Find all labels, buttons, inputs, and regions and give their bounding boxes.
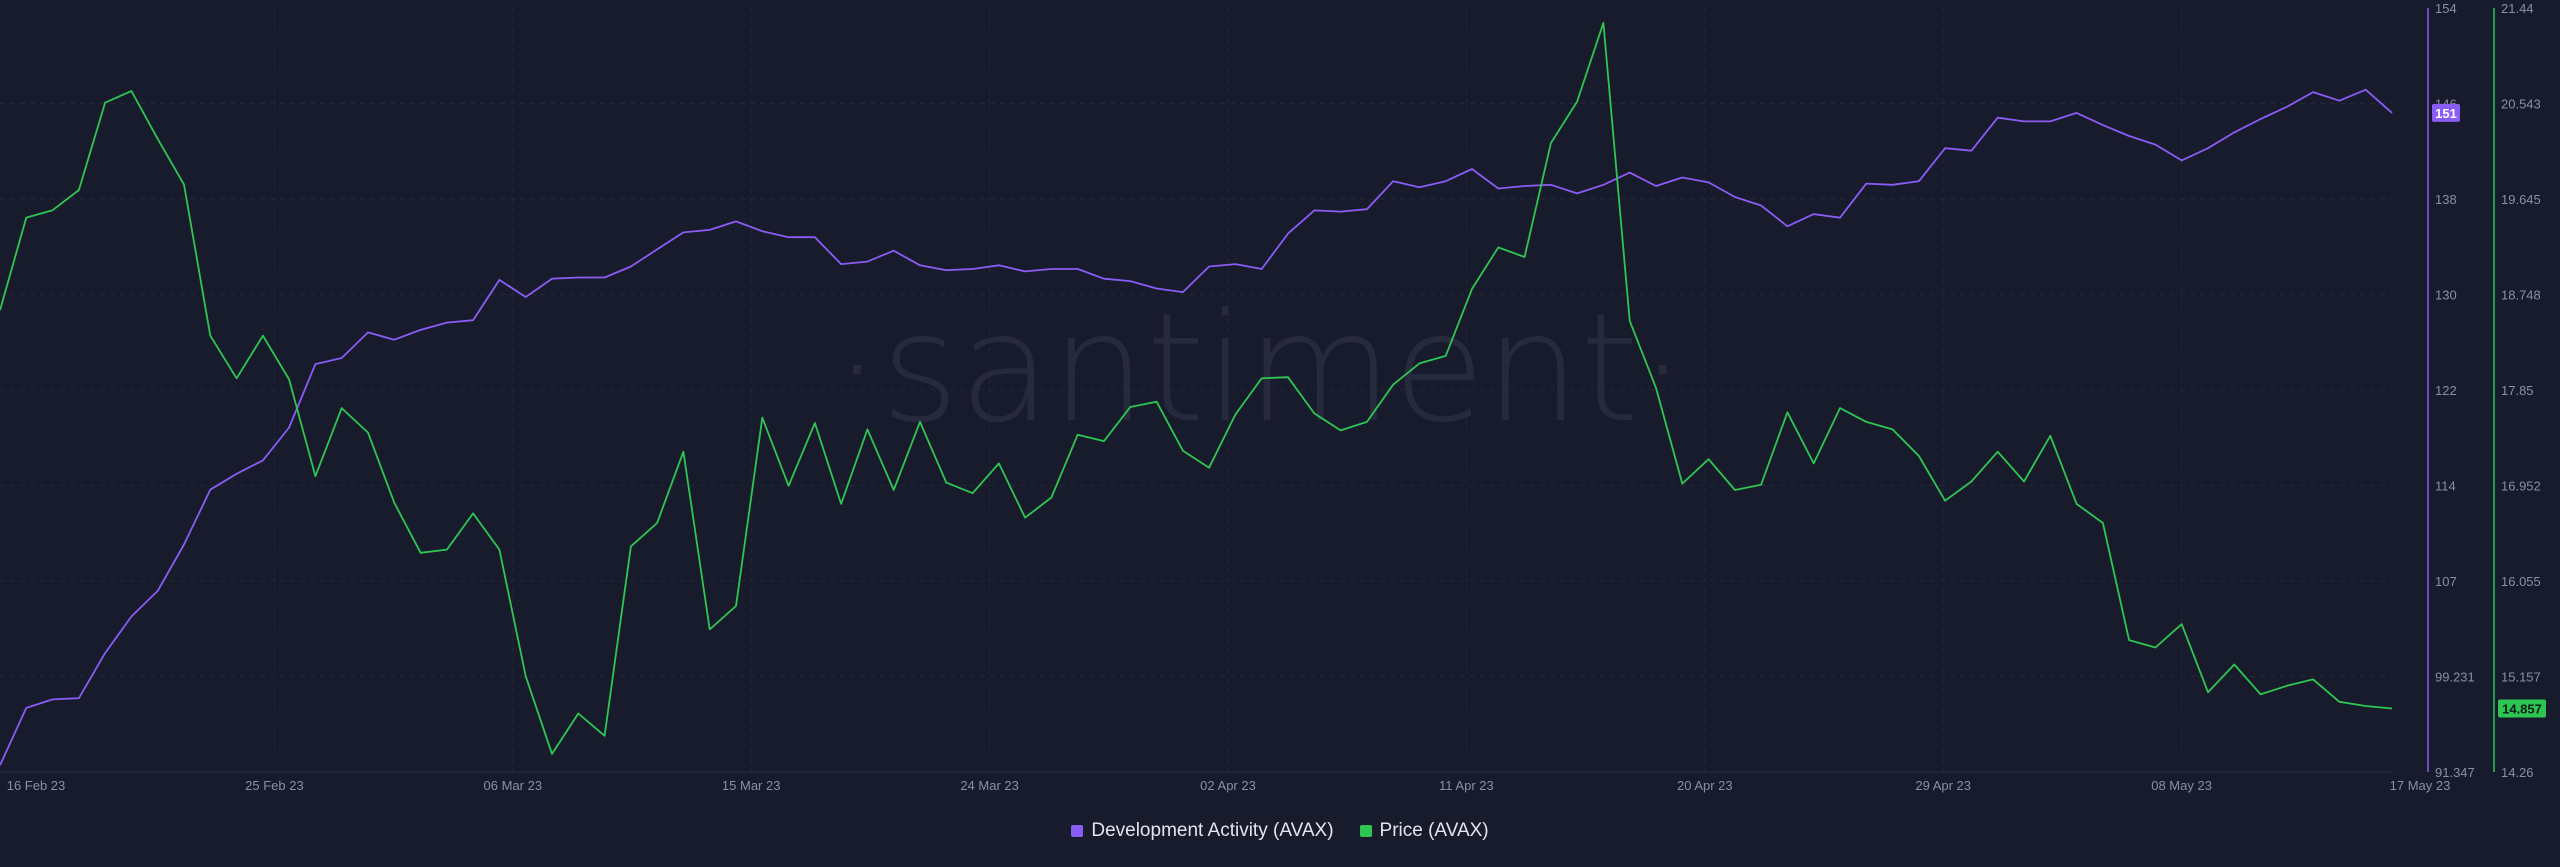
legend-item-price[interactable]: Price (AVAX) [1359,820,1489,842]
y-left-tick-label: 154 [2435,1,2457,16]
y-right-tick-label: 14.26 [2501,765,2534,780]
y-left-tick-label: 122 [2435,383,2457,398]
watermark: ·santiment· [833,282,1686,456]
y-right-tick-label: 20.543 [2501,97,2541,112]
last-value-badge-dev-activity [2432,103,2460,122]
y-right-tick-label: 21.44 [2501,1,2534,16]
grid-lines [0,8,2392,772]
y-left-tick-label: 99.231 [2435,670,2475,685]
legend-swatch-dev-activity [1071,825,1084,837]
legend: Development Activity (AVAX) Price (AVAX) [0,820,2560,842]
x-tick-label: 17 May 23 [2390,778,2451,793]
series-layer [0,21,2393,766]
legend-swatch-price [1359,825,1372,837]
x-tick-label: 15 Mar 23 [722,778,781,793]
y-right-tick-label: 15.157 [2501,670,2541,685]
legend-item-dev-activity[interactable]: Development Activity (AVAX) [1071,820,1334,842]
x-tick-label: 29 Apr 23 [1915,778,1971,793]
y-left-tick-label: 107 [2435,574,2457,589]
x-tick-label: 08 May 23 [2151,778,2212,793]
x-tick-label: 25 Feb 23 [245,778,304,793]
series-line-dev-activity [0,88,2393,766]
last-value-badge-price [2498,699,2546,718]
x-tick-label: 24 Mar 23 [960,778,1019,793]
y-right-tick-label: 19.645 [2501,192,2541,207]
x-tick-label: 11 Apr 23 [1439,778,1494,793]
legend-label-dev-activity: Development Activity (AVAX) [1091,820,1334,841]
y-left-tick-label: 114 [2435,479,2456,494]
x-tick-label: 02 Apr 23 [1200,778,1256,793]
series-line-price [0,21,2393,755]
value-badges: 151 14.857 [2432,103,2546,718]
y-right-tick-label: 18.748 [2501,288,2541,303]
y-left-tick-label: 91.347 [2435,765,2475,780]
legend-label-price: Price (AVAX) [1379,820,1489,841]
last-value-label-dev-activity: 151 [2435,106,2457,121]
last-value-label-price: 14.857 [2502,701,2542,716]
y-left-tick-label: 130 [2435,288,2457,303]
y-right-tick-label: 17.85 [2501,383,2534,398]
x-tick-label: 06 Mar 23 [484,778,543,793]
axes: 15421.4414620.54313819.64513018.74812217… [0,1,2541,793]
y-left-tick-label: 138 [2435,192,2457,207]
x-tick-label: 20 Apr 23 [1677,778,1733,793]
y-right-tick-label: 16.055 [2501,574,2541,589]
y-right-tick-label: 16.952 [2501,479,2541,494]
x-tick-label: 16 Feb 23 [7,778,66,793]
